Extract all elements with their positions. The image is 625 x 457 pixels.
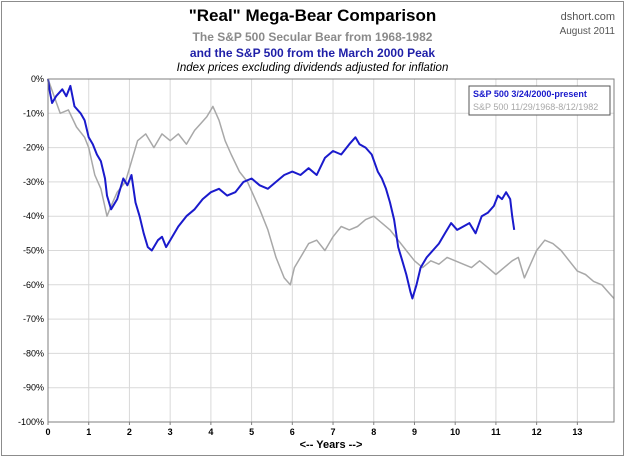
series-line-2000	[47, 78, 516, 300]
x-tick-label: 10	[450, 427, 460, 437]
subtitle-methodology: Index prices excluding dividends adjuste…	[176, 62, 449, 74]
series-lines	[47, 78, 615, 300]
x-tick-label: 6	[290, 427, 295, 437]
y-tick-label: -50%	[23, 246, 44, 256]
y-tick-label: -30%	[23, 177, 44, 187]
legend: S&P 500 3/24/2000-present S&P 500 11/29/1…	[468, 85, 611, 116]
x-tick-label: 2	[127, 427, 132, 437]
x-tick-labels: 0 1 2 3 4 5 6 7 8 9 10 11 12 13	[45, 427, 582, 437]
date-label: August 2011	[559, 26, 615, 37]
y-tick-label: -20%	[23, 143, 44, 153]
legend-entry: S&P 500 11/29/1968-8/12/1982	[473, 102, 598, 112]
legend-entry: S&P 500 3/24/2000-present	[473, 89, 587, 99]
x-tick-label: 13	[572, 427, 582, 437]
chart-title: "Real" Mega-Bear Comparison	[188, 6, 437, 25]
x-tick-label: 0	[45, 427, 50, 437]
series-line-1968	[47, 78, 615, 300]
y-tick-label: -70%	[23, 314, 44, 324]
y-tick-label: -100%	[18, 417, 44, 427]
subtitle-march-2000: and the S&P 500 from the March 2000 Peak	[189, 46, 436, 60]
x-tick-label: 9	[412, 427, 417, 437]
subtitle-secular-bear: The S&P 500 Secular Bear from 1968-1982	[192, 30, 433, 44]
x-tick-label: 5	[249, 427, 254, 437]
y-tick-label: -10%	[23, 108, 44, 118]
y-tick-label: -90%	[23, 383, 44, 393]
y-tick-labels: 0% -10% -20% -30% -40% -50% -60% -70% -80% -90% -1…	[18, 74, 44, 427]
x-axis-label: <-- Years -->	[300, 439, 363, 451]
x-tick-label: 11	[491, 427, 501, 437]
y-tick-label: -40%	[23, 211, 44, 221]
source-label: dshort.com	[560, 11, 615, 23]
x-tick-label: 1	[86, 427, 91, 437]
y-tick-label: -80%	[23, 348, 44, 358]
plot-area	[47, 78, 615, 423]
legend-box	[468, 85, 611, 116]
x-tick-label: 3	[168, 427, 173, 437]
y-tick-label: -60%	[23, 280, 44, 290]
x-tick-label: 4	[208, 427, 213, 437]
x-tick-label: 7	[331, 427, 336, 437]
grid-lines	[47, 78, 614, 425]
x-tick-label: 8	[371, 427, 376, 437]
x-tick-label: 12	[532, 427, 542, 437]
y-tick-label: 0%	[31, 74, 44, 84]
